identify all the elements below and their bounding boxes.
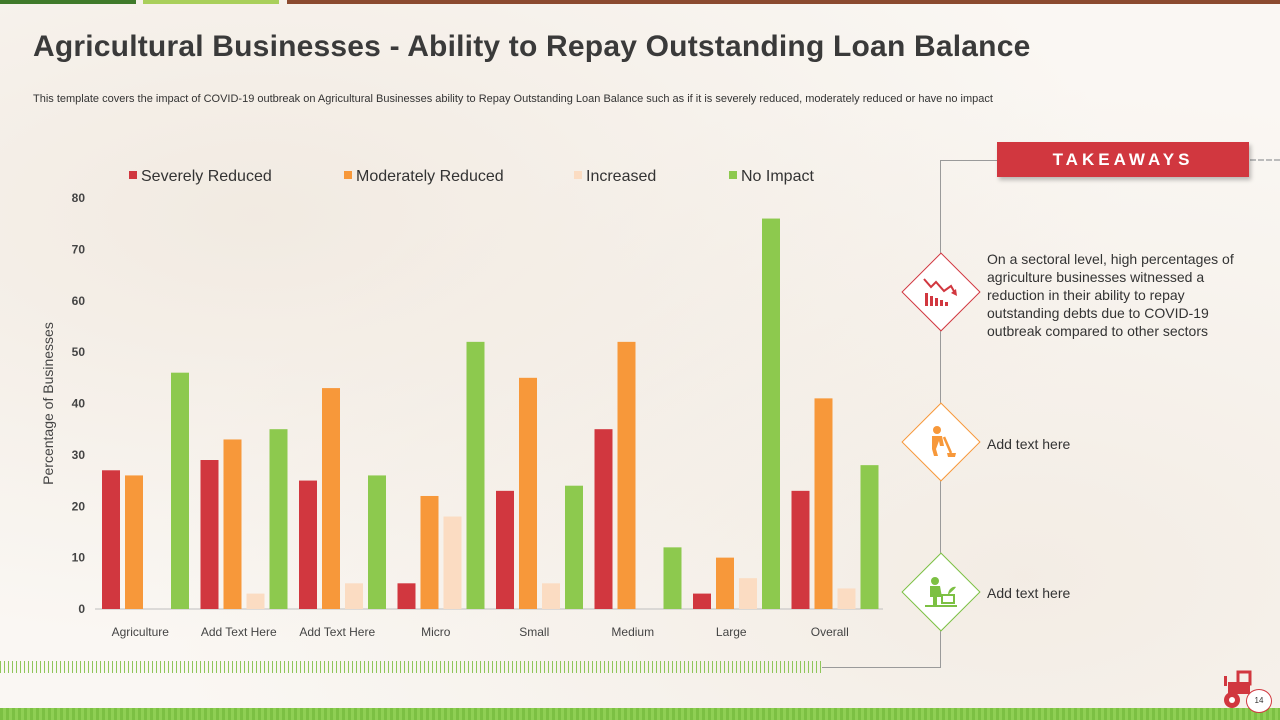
legend-swatch (344, 171, 352, 179)
bar-no-impact (762, 218, 780, 610)
y-tick-label: 50 (72, 345, 86, 359)
bar-severely-reduced (791, 490, 810, 609)
bar-severely-reduced (693, 593, 711, 609)
y-tick-label: 0 (78, 602, 85, 616)
y-tick-label: 20 (72, 499, 86, 513)
x-tick-label: Micro (421, 625, 451, 639)
farmer-planting-icon (925, 577, 957, 607)
bar-no-impact (663, 547, 682, 609)
x-tick-label: Agriculture (112, 625, 170, 639)
bar-moderately-reduced (322, 388, 340, 609)
bar-increased (542, 583, 560, 609)
bar-increased (443, 516, 462, 609)
y-tick-label: 30 (72, 448, 86, 462)
x-tick-label: Overall (811, 625, 849, 639)
bar-severely-reduced (496, 490, 514, 609)
grass-strip (0, 708, 1280, 720)
takeaway-3-text: Add text here (987, 585, 1071, 601)
x-tick-label: Add Text Here (201, 625, 277, 639)
worker-digging-icon (932, 426, 956, 457)
x-tick-label: Add Text Here (299, 625, 375, 639)
bar-chart: 0 10 20 30 40 50 60 70 80 Percentage of Businesse… (40, 168, 883, 639)
bar-moderately-reduced (519, 377, 537, 609)
legend-swatch (729, 171, 737, 179)
takeaway-dashed-line (1250, 159, 1280, 161)
bar-increased (345, 583, 363, 609)
bar-moderately-reduced (716, 557, 734, 609)
takeaway-1-text: On a sectoral level, high percentages of… (987, 251, 1234, 339)
bar-no-impact (269, 429, 288, 609)
bar-moderately-reduced (125, 475, 143, 609)
bar-no-impact (171, 372, 189, 609)
y-tick-label: 60 (72, 294, 86, 308)
bar-moderately-reduced (420, 495, 439, 609)
y-tick-label: 80 (72, 191, 86, 205)
legend-label: Increased (586, 168, 656, 185)
decorative-hatch-strip (0, 661, 822, 673)
top-strip-lightgreen (143, 0, 279, 4)
bar-increased (246, 593, 265, 609)
bar-no-impact (565, 485, 583, 609)
bar-no-impact (466, 341, 485, 609)
bar-severely-reduced (299, 480, 317, 609)
legend-label: Moderately Reduced (356, 168, 504, 185)
x-tick-label: Medium (611, 625, 654, 639)
page-subtitle: This template covers the impact of COVID… (33, 93, 993, 105)
bar-increased (739, 578, 757, 609)
top-strip-darkgreen (0, 0, 136, 4)
y-tick-label: 70 (72, 242, 86, 256)
top-strip-brown (287, 0, 1280, 4)
y-axis-title: Percentage of Businesses (40, 322, 56, 485)
x-tick-label: Small (519, 625, 549, 639)
legend-swatch (574, 171, 582, 179)
page-number: 14 (1246, 689, 1272, 713)
x-tick-label: Large (716, 625, 747, 639)
bar-severely-reduced (200, 460, 219, 609)
bar-increased (837, 588, 856, 609)
legend-label: No Impact (741, 168, 814, 185)
bar-severely-reduced (397, 583, 416, 609)
takeaway-2-text: Add text here (987, 436, 1071, 452)
bar-moderately-reduced (617, 341, 636, 609)
y-tick-label: 40 (72, 397, 86, 411)
bar-moderately-reduced (814, 398, 833, 609)
bar-moderately-reduced (223, 439, 242, 609)
takeaway-connector-top (940, 160, 998, 161)
bar-no-impact (368, 475, 386, 609)
declining-chart-icon (923, 278, 957, 306)
bar-severely-reduced (102, 470, 120, 609)
takeaways-heading: TAKEAWAYS (997, 142, 1249, 177)
bar-severely-reduced (594, 429, 613, 609)
takeaway-connector-bottom (822, 667, 941, 668)
y-tick-label: 10 (72, 551, 86, 565)
legend-swatch (129, 171, 137, 179)
legend-label: Severely Reduced (141, 168, 272, 185)
page-title: Agricultural Businesses - Ability to Rep… (33, 30, 1031, 63)
bar-no-impact (860, 465, 879, 609)
